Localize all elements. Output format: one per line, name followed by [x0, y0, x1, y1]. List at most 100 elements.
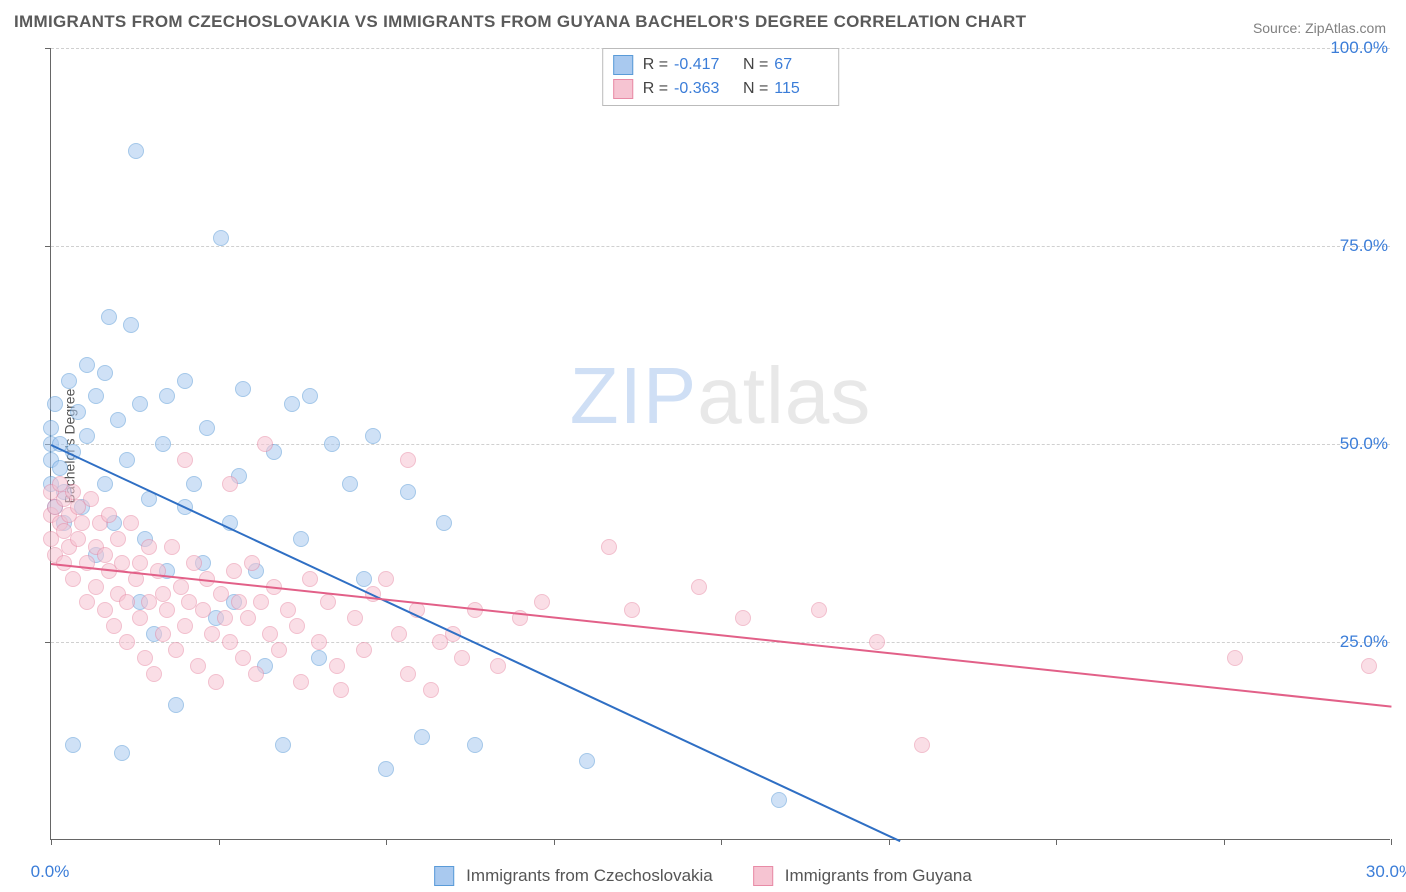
y-tick-label: 50.0% [1340, 434, 1388, 454]
scatter-point [190, 658, 206, 674]
legend-swatch [753, 866, 773, 886]
scatter-point [70, 531, 86, 547]
legend-row: R = -0.417 N = 67 [613, 53, 829, 77]
scatter-point [365, 428, 381, 444]
scatter-point [101, 309, 117, 325]
scatter-point [1227, 650, 1243, 666]
y-tick-label: 25.0% [1340, 632, 1388, 652]
scatter-point [119, 452, 135, 468]
scatter-point [378, 571, 394, 587]
scatter-point [137, 650, 153, 666]
scatter-point [186, 476, 202, 492]
watermark: ZIPatlas [570, 350, 871, 442]
legend-r-label: R = [643, 77, 668, 101]
scatter-point [119, 634, 135, 650]
scatter-point [400, 484, 416, 500]
scatter-point [123, 515, 139, 531]
scatter-point [155, 436, 171, 452]
scatter-point [356, 642, 372, 658]
scatter-point [164, 539, 180, 555]
scatter-point [97, 476, 113, 492]
scatter-point [275, 737, 291, 753]
gridline-horizontal [51, 444, 1390, 445]
gridline-horizontal [51, 246, 1390, 247]
scatter-point [177, 452, 193, 468]
scatter-point [601, 539, 617, 555]
x-tick [889, 839, 890, 845]
scatter-point [490, 658, 506, 674]
scatter-point [186, 555, 202, 571]
scatter-point [226, 563, 242, 579]
scatter-point [213, 586, 229, 602]
x-tick [1391, 839, 1392, 845]
scatter-point [119, 594, 135, 610]
legend-r-value: -0.363 [674, 77, 728, 101]
scatter-point [47, 396, 63, 412]
series-legend: Immigrants from Czechoslovakia Immigrants… [434, 866, 972, 886]
scatter-point [155, 626, 171, 642]
legend-label: Immigrants from Guyana [785, 866, 972, 886]
scatter-point [106, 618, 122, 634]
x-tick [1056, 839, 1057, 845]
scatter-point [177, 373, 193, 389]
scatter-point [356, 571, 372, 587]
scatter-point [168, 642, 184, 658]
scatter-point [70, 404, 86, 420]
legend-r-label: R = [643, 53, 668, 77]
legend-n-label: N = [734, 53, 768, 77]
scatter-point [262, 626, 278, 642]
legend-swatch [613, 79, 633, 99]
scatter-point [284, 396, 300, 412]
legend-n-label: N = [734, 77, 768, 101]
scatter-point [289, 618, 305, 634]
scatter-point [1361, 658, 1377, 674]
scatter-point [141, 539, 157, 555]
scatter-point [293, 674, 309, 690]
scatter-point [159, 388, 175, 404]
scatter-point [271, 642, 287, 658]
scatter-point [231, 594, 247, 610]
scatter-point [235, 650, 251, 666]
scatter-point [771, 792, 787, 808]
scatter-point [467, 737, 483, 753]
x-tick [386, 839, 387, 845]
scatter-point [217, 610, 233, 626]
scatter-point [61, 373, 77, 389]
source-label: Source: ZipAtlas.com [1253, 20, 1386, 36]
scatter-point [132, 610, 148, 626]
x-tick [51, 839, 52, 845]
scatter-point [74, 515, 90, 531]
legend-row: R = -0.363 N = 115 [613, 77, 829, 101]
scatter-point [65, 737, 81, 753]
scatter-point [97, 602, 113, 618]
scatter-point [257, 436, 273, 452]
legend-n-value: 115 [774, 77, 828, 101]
scatter-point [869, 634, 885, 650]
legend-item: Immigrants from Guyana [753, 866, 972, 886]
scatter-point [735, 610, 751, 626]
trend-line [51, 563, 1391, 708]
scatter-point [311, 634, 327, 650]
scatter-point [146, 666, 162, 682]
scatter-point [253, 594, 269, 610]
scatter-point [101, 507, 117, 523]
scatter-point [52, 460, 68, 476]
scatter-point [88, 579, 104, 595]
legend-swatch [434, 866, 454, 886]
x-tick [219, 839, 220, 845]
scatter-point [204, 626, 220, 642]
scatter-point [173, 579, 189, 595]
legend-label: Immigrants from Czechoslovakia [466, 866, 713, 886]
scatter-point [811, 602, 827, 618]
scatter-point [280, 602, 296, 618]
scatter-point [195, 602, 211, 618]
scatter-point [400, 666, 416, 682]
scatter-point [302, 571, 318, 587]
scatter-point [110, 412, 126, 428]
y-tick [45, 246, 51, 247]
scatter-point [244, 555, 260, 571]
scatter-point [79, 428, 95, 444]
scatter-point [132, 396, 148, 412]
scatter-point [320, 594, 336, 610]
scatter-point [534, 594, 550, 610]
